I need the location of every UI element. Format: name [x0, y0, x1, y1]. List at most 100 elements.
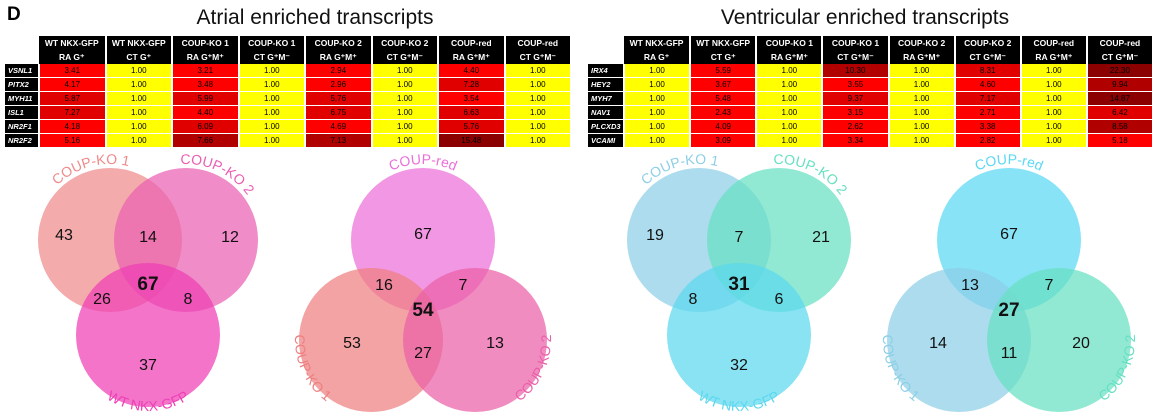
column-header: COUP-KO 2 [371, 36, 439, 50]
fold-change-cell: 1.00 [238, 119, 306, 134]
fold-change-cell: 1.00 [371, 133, 439, 148]
fold-change-cell: 4.18 [39, 119, 107, 134]
fold-change-cell: 1.00 [624, 64, 692, 78]
fold-change-cell: 1.00 [624, 119, 692, 134]
fold-change-cell: 9.94 [1086, 77, 1155, 92]
column-header: COUP-KO 1 [756, 36, 824, 50]
fold-change-cell: 4.40 [438, 64, 506, 78]
venn-set-circle [887, 268, 1031, 412]
gene-label: NAV1 [588, 105, 625, 120]
column-header: COUP-red [1020, 36, 1088, 50]
gene-label: PLCXD3 [588, 119, 625, 134]
fold-change-cell: 1.00 [888, 77, 956, 92]
fold-change-cell: 2.62 [822, 119, 890, 134]
table-row: NR2F1 4.18 1.00 6.09 1.00 4.69 1.00 5.76 1.00 [5, 119, 572, 134]
venn-count-bc: 27 [414, 345, 432, 362]
column-header: RA G⁺ [39, 50, 107, 64]
table-row: NR2F2 5.16 1.00 7.66 1.00 7.13 1.00 15.48 1.00 [5, 133, 572, 148]
fold-change-cell: 7.27 [39, 105, 107, 120]
fold-change-cell: 1.00 [504, 77, 572, 92]
fold-change-cell: 2.43 [690, 105, 758, 120]
fold-change-cell: 5.99 [172, 91, 240, 106]
fold-change-cell: 1.00 [888, 91, 956, 106]
table-row: NAV1 1.00 2.43 1.00 3.15 1.00 2.71 1.00 6.42 [588, 105, 1155, 120]
fold-change-cell: 1.00 [756, 77, 824, 92]
venn-count-bc: 6 [775, 291, 784, 308]
fold-change-cell: 1.00 [624, 91, 692, 106]
fold-change-cell: 1.00 [371, 91, 439, 106]
fold-change-cell: 1.00 [888, 133, 956, 148]
fold-change-cell: 4.40 [172, 105, 240, 120]
column-header: COUP-KO 1 [238, 36, 306, 50]
venn-count-abc: 54 [412, 300, 434, 321]
venn-count-bc: 8 [184, 291, 193, 308]
header-corner [5, 36, 39, 50]
fold-change-cell: 8.58 [1086, 119, 1155, 134]
fold-change-cell: 1.00 [1020, 91, 1088, 106]
venn-set-circle [987, 268, 1131, 412]
fold-change-cell: 1.00 [1020, 77, 1088, 92]
column-header: RA G⁺ [624, 50, 692, 64]
table-row: HEY2 1.00 3.67 1.00 3.55 1.00 4.60 1.00 9.94 [588, 77, 1155, 92]
fold-change-cell: 1.00 [756, 64, 824, 78]
gene-label: VCAMI [588, 133, 625, 148]
fold-change-cell: 3.09 [690, 133, 758, 148]
fold-change-cell: 15.48 [438, 133, 506, 148]
fold-change-cell: 5.76 [438, 119, 506, 134]
fold-change-cell: 1.00 [238, 77, 306, 92]
fold-change-cell: 5.76 [305, 91, 373, 106]
fold-change-cell: 1.00 [105, 119, 173, 134]
venn-set-circle [403, 268, 547, 412]
venn-count-a: 67 [414, 226, 432, 243]
column-header: RA G⁺M⁺ [172, 50, 240, 64]
table-row: VCAMI 1.00 3.09 1.00 3.34 1.00 2.82 1.00 5.18 [588, 133, 1155, 148]
gene-label: HEY2 [588, 77, 625, 92]
column-header: CT G⁺M⁻ [238, 50, 306, 64]
venn-count-b: 14 [929, 335, 947, 352]
fold-change-cell: 1.00 [105, 64, 173, 78]
column-header: CT G⁺ [690, 50, 758, 64]
column-header: CT G⁺M⁻ [371, 50, 439, 64]
header-corner [588, 36, 624, 50]
column-header: CT G⁺M⁻ [822, 50, 890, 64]
column-header: WT NKX-GFP [39, 36, 107, 50]
fold-change-cell: 3.34 [822, 133, 890, 148]
fold-change-cell: 3.55 [822, 77, 890, 92]
ventricular-heatmap-table: WT NKX-GFP WT NKX-GFP COUP-KO 1 COUP-KO 1 CO… [588, 36, 1155, 148]
column-header: CT G⁺M⁻ [504, 50, 572, 64]
fold-change-cell: 5.48 [690, 91, 758, 106]
fold-change-cell: 1.00 [504, 133, 572, 148]
venn-count-b: 12 [221, 229, 239, 246]
table-row: ISL1 7.27 1.00 4.40 1.00 6.75 1.00 6.63 1.00 [5, 105, 572, 120]
fold-change-cell: 3.41 [39, 64, 107, 78]
fold-change-cell: 1.00 [238, 91, 306, 106]
header-corner [5, 50, 39, 64]
venn-count-ac: 7 [1045, 277, 1054, 294]
column-header: COUP-red [438, 36, 506, 50]
column-header: WT NKX-GFP [105, 36, 173, 50]
fold-change-cell: 5.59 [690, 64, 758, 78]
table-row: MYH7 1.00 5.48 1.00 9.37 1.00 7.17 1.00 14.87 [588, 91, 1155, 106]
table-row: MYH11 5.87 1.00 5.99 1.00 5.76 1.00 3.54 1.00 [5, 91, 572, 106]
venn-count-ab: 14 [139, 229, 157, 246]
fold-change-cell: 9.37 [822, 91, 890, 106]
fold-change-cell: 1.00 [888, 119, 956, 134]
fold-change-cell: 4.60 [954, 77, 1022, 92]
fold-change-cell: 7.17 [954, 91, 1022, 106]
gene-label: IRX4 [588, 64, 625, 78]
venn-count-abc: 27 [998, 300, 1019, 321]
column-header: CT G⁺M⁻ [954, 50, 1022, 64]
column-header: RA G⁺M⁺ [1020, 50, 1088, 64]
fold-change-cell: 22.30 [1086, 64, 1155, 78]
fold-change-cell: 1.00 [624, 105, 692, 120]
venn-count-ab: 13 [961, 277, 979, 294]
gene-label: MYH11 [5, 91, 40, 106]
venn-set-circle [299, 268, 443, 412]
venn-count-abc: 67 [137, 274, 158, 295]
column-header: COUP-KO 2 [888, 36, 956, 50]
fold-change-cell: 5.16 [39, 133, 107, 148]
fold-change-cell: 3.38 [954, 119, 1022, 134]
fold-change-cell: 3.48 [172, 77, 240, 92]
fold-change-cell: 3.15 [822, 105, 890, 120]
